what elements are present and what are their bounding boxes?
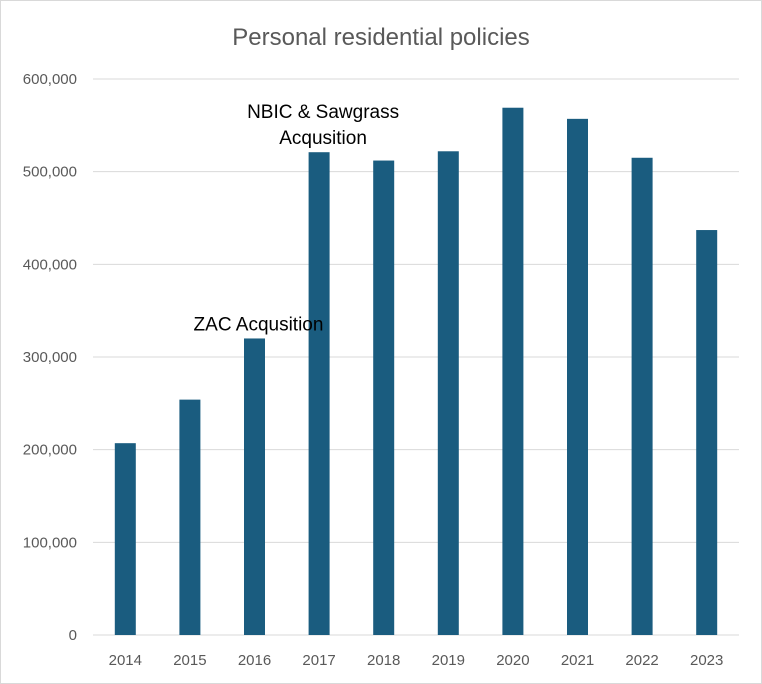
gridlines — [93, 78, 739, 636]
bar-2015 — [179, 399, 201, 635]
x-axis-ticks: 2014 2015 2016 2017 2018 2019 2020 2021 2022 2023 — [109, 652, 724, 669]
x-tick-label: 2015 — [173, 652, 206, 669]
y-tick-label: 0 — [69, 627, 77, 644]
y-tick-label: 400,000 — [23, 256, 77, 273]
x-tick-label: 2022 — [625, 652, 658, 669]
y-axis-ticks: 0 100,000 200,000 300,000 400,000 500,000 600,… — [23, 71, 77, 644]
bar-2018 — [373, 160, 395, 635]
y-tick-label: 500,000 — [23, 164, 77, 181]
x-tick-label: 2019 — [432, 652, 465, 669]
chart-title: Personal residential policies — [232, 24, 530, 51]
x-tick-label: 2020 — [496, 652, 529, 669]
x-tick-label: 2018 — [367, 652, 400, 669]
x-tick-label: 2021 — [561, 652, 594, 669]
y-tick-label: 300,000 — [23, 349, 77, 366]
bars — [114, 107, 718, 635]
y-tick-label: 100,000 — [23, 534, 77, 551]
bar-2014 — [114, 443, 136, 635]
x-tick-label: 2014 — [109, 652, 142, 669]
bar-2022 — [631, 157, 653, 635]
bar-2021 — [567, 118, 588, 635]
bar-2017 — [308, 152, 330, 635]
y-tick-label: 600,000 — [23, 71, 77, 88]
x-tick-label: 2017 — [302, 652, 335, 669]
bar-2020 — [502, 107, 524, 635]
bar-2019 — [437, 151, 459, 635]
y-tick-label: 200,000 — [23, 442, 77, 459]
x-tick-label: 2023 — [690, 652, 723, 669]
x-tick-label: 2016 — [238, 652, 271, 669]
annotations: ZAC Acqusition NBIC & Sawgrass Acqusition — [194, 102, 400, 335]
bar-2023 — [696, 230, 718, 635]
annotation-label: ZAC Acqusition — [194, 314, 324, 335]
annotation-label: NBIC & Sawgrass — [247, 102, 399, 123]
bar-2016 — [244, 338, 265, 635]
annotation-label: Acqusition — [279, 128, 367, 149]
